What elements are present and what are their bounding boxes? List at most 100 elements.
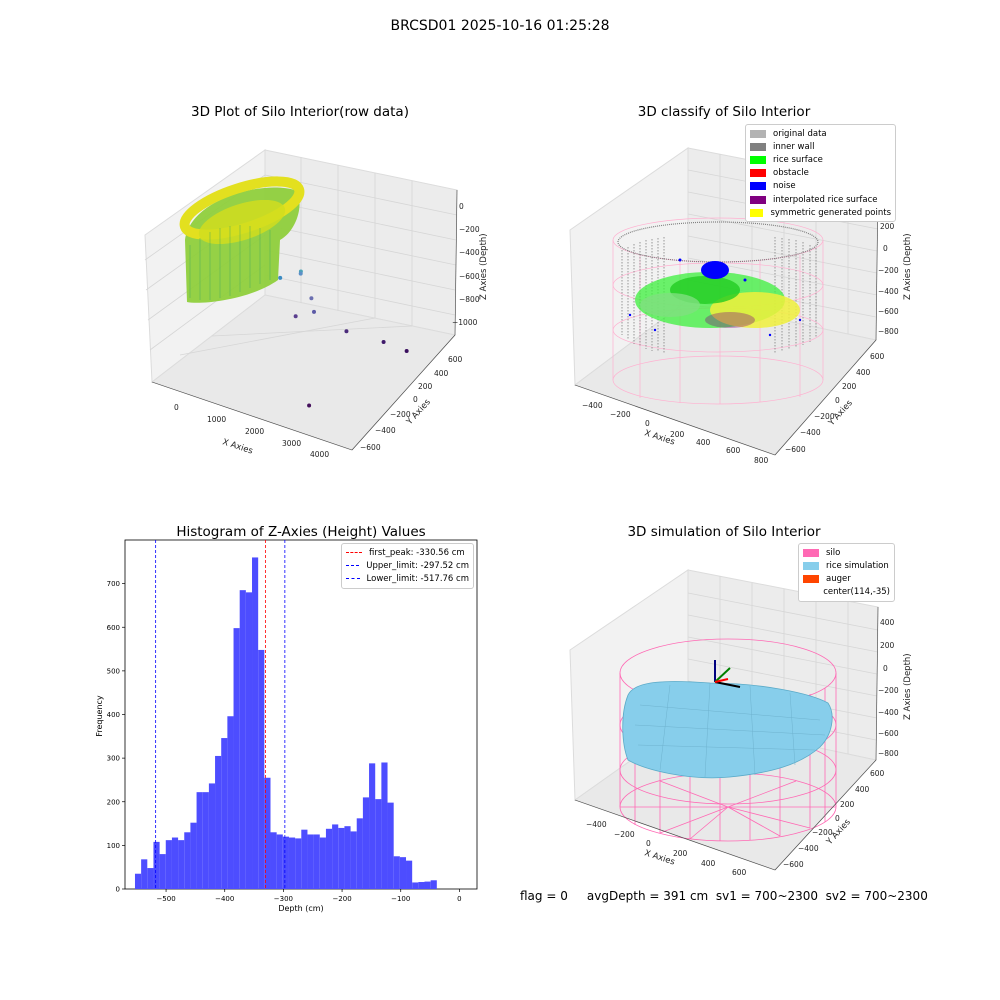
x-tick-label: 0 <box>174 403 179 412</box>
legend-entry: first_peak: -330.56 cm <box>346 546 469 559</box>
y-tick-label: 400 <box>856 368 871 377</box>
legend-entry: auger <box>803 572 890 585</box>
z-axis-label: Z Axies (Depth) <box>903 233 913 300</box>
histogram-bar <box>362 797 370 889</box>
legend-label: rice surface <box>773 154 823 165</box>
legend-label: inner wall <box>773 141 815 152</box>
z-axis-label: Z Axies (Depth) <box>479 233 489 300</box>
legend-label: original data <box>773 128 827 139</box>
y-axis-label: Frequency <box>95 695 104 737</box>
x-tick-label: −400 <box>586 820 607 829</box>
z-tick-label: 200 <box>880 641 895 650</box>
x-tick-label: 0 <box>646 839 651 848</box>
x-tick-label: 0 <box>645 419 650 428</box>
histogram-bar <box>147 868 154 889</box>
y-tick-label: 600 <box>448 355 463 364</box>
legend-swatch <box>750 208 764 217</box>
simulation-legend: silo rice simulation auger center(114,-3… <box>798 543 895 602</box>
legend-entry: silo <box>803 546 890 559</box>
x-tick-label: −300 <box>274 895 293 903</box>
y-tick-label: −200 <box>814 412 835 421</box>
noise-point <box>743 278 747 282</box>
x-tick-label: −200 <box>610 410 631 419</box>
histogram-bar <box>215 755 222 889</box>
y-tick-label: −400 <box>798 844 819 853</box>
legend-swatch <box>750 129 766 138</box>
histogram-bar <box>338 827 345 889</box>
x-tick-label: 0 <box>457 895 461 903</box>
legend-line-sample <box>346 578 360 580</box>
histogram-bar <box>233 628 240 889</box>
raw-data-3d-plot: 0 1000 2000 3000 4000 X Axies −600 −400 … <box>144 149 489 459</box>
silo-ring-texture <box>189 225 271 300</box>
rice-simulation-mesh <box>634 682 826 778</box>
outlier-point <box>278 275 283 280</box>
legend-label: symmetric generated points <box>770 207 891 218</box>
histogram-bar <box>239 590 246 889</box>
histogram-bar <box>178 840 185 889</box>
histogram-bar <box>319 837 326 889</box>
auger-x-axis <box>714 681 741 688</box>
histogram-bar <box>307 834 314 889</box>
y-tick-label: 600 <box>870 352 885 361</box>
outlier-point <box>309 296 314 301</box>
legend-swatch <box>750 195 766 204</box>
histogram-bar <box>264 777 271 889</box>
legend-entry: Lower_limit: -517.76 cm <box>346 572 469 585</box>
noise-point <box>678 258 682 262</box>
x-tick-label: 600 <box>732 868 747 877</box>
plot-frame <box>124 539 478 890</box>
x-tick-label: 800 <box>754 456 769 465</box>
rice-surface-patch <box>640 293 700 317</box>
histogram-bar <box>153 841 160 889</box>
y-tick-label: 400 <box>855 785 870 794</box>
legend-line-sample <box>346 552 362 554</box>
x-tick-label: 1000 <box>207 415 226 424</box>
z-tick-label: −400 <box>878 708 899 717</box>
legend-swatch <box>803 561 819 570</box>
classify-legend: original data inner wall rice surface ob… <box>745 124 896 223</box>
x-axis-label: Depth (cm) <box>278 904 323 913</box>
legend-entry: rice surface <box>750 153 891 166</box>
legend-label: obstacle <box>773 168 809 179</box>
z-tick-label: −400 <box>459 248 480 257</box>
histogram-bar <box>399 857 407 889</box>
histogram-bar <box>430 880 437 889</box>
legend-swatch <box>803 588 816 596</box>
histogram-bar <box>270 832 277 889</box>
legend-label: rice simulation <box>826 560 889 571</box>
z-tick-label: −800 <box>878 327 899 336</box>
y-tick-label: −600 <box>360 443 381 452</box>
z-axis-label: Z Axies (Depth) <box>903 653 913 720</box>
z-tick-label: −800 <box>459 295 480 304</box>
x-tick-label: −200 <box>332 895 351 903</box>
panel2-title: 3D classify of Silo Interior <box>637 104 811 120</box>
auger-marker <box>714 678 729 683</box>
legend-label: silo <box>826 547 841 558</box>
y-tick-label: 700 <box>107 580 120 588</box>
histogram-bar <box>134 873 142 889</box>
histogram-bar <box>418 882 425 889</box>
noise-point <box>798 318 802 322</box>
rice-surface-points <box>635 272 800 328</box>
interpolated-patch <box>705 312 755 328</box>
x-tick-label: 3000 <box>282 439 301 448</box>
x-tick-label: 600 <box>726 446 741 455</box>
histogram-bar <box>221 738 228 889</box>
z-tick-label: 200 <box>880 222 895 231</box>
histogram-bar <box>141 859 148 889</box>
y-tick-label: −200 <box>812 828 833 837</box>
y-tick-label: 600 <box>107 624 120 632</box>
outlier-point <box>404 348 409 353</box>
histogram-bar <box>245 592 253 889</box>
y-tick-label: 200 <box>107 798 120 806</box>
panel1-title: 3D Plot of Silo Interior(row data) <box>191 104 409 120</box>
noise-points <box>628 258 802 337</box>
histogram-bar <box>288 837 296 889</box>
y-tick-label: 400 <box>107 711 120 719</box>
x-ticks: −500 −400 −300 −200 −100 0 <box>156 889 462 903</box>
histogram-bar <box>375 799 382 889</box>
histogram-bar <box>313 834 320 889</box>
histogram-bar <box>356 818 363 889</box>
legend-label: auger <box>826 573 851 584</box>
